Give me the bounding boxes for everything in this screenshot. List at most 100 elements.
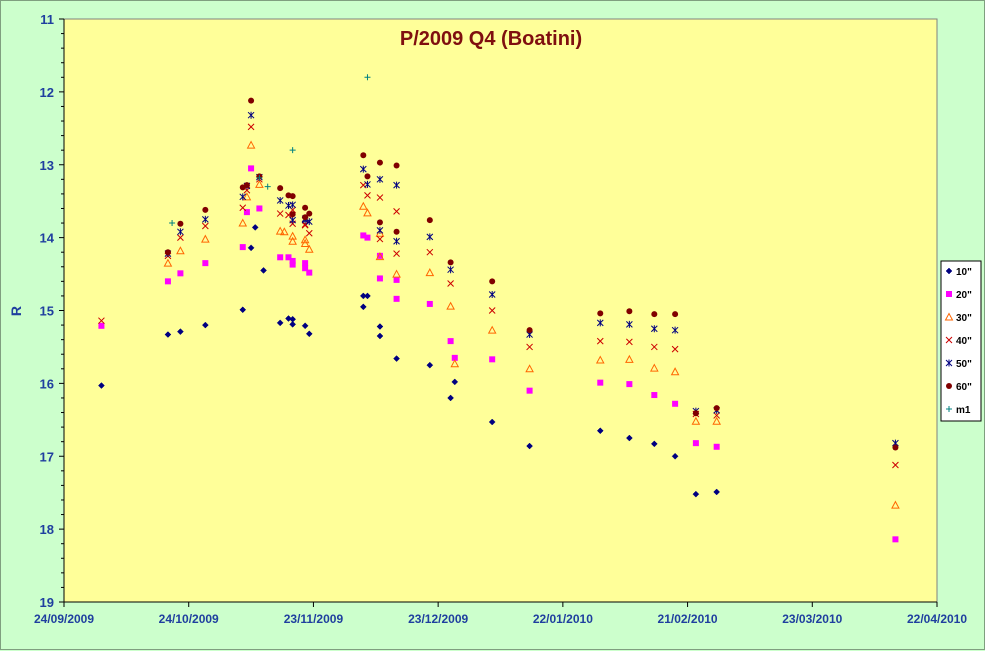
data-point <box>363 208 372 217</box>
data-point <box>393 181 400 189</box>
data-point <box>98 382 105 389</box>
data-point <box>626 320 633 328</box>
data-point <box>289 193 296 200</box>
data-point <box>306 210 313 217</box>
data-point <box>671 345 679 353</box>
x-tick-label: 23/03/2010 <box>782 612 842 626</box>
data-point <box>177 328 184 335</box>
data-point <box>393 162 400 169</box>
data-point <box>393 208 400 215</box>
data-point <box>892 444 899 451</box>
data-point <box>276 196 284 204</box>
data-point <box>393 250 400 258</box>
data-point <box>526 442 533 450</box>
data-point <box>450 359 460 368</box>
data-point <box>177 234 184 241</box>
data-point <box>426 248 434 256</box>
data-point <box>288 236 297 245</box>
data-point <box>248 165 255 172</box>
data-point <box>487 325 497 334</box>
data-point <box>712 416 722 425</box>
x-tick-label: 22/01/2010 <box>533 612 593 626</box>
data-point <box>300 235 310 244</box>
data-point <box>364 234 371 241</box>
data-point <box>289 320 296 328</box>
data-point <box>364 292 371 300</box>
data-point <box>201 321 209 329</box>
data-point <box>285 254 292 261</box>
data-point <box>242 192 252 201</box>
data-point <box>670 367 680 376</box>
data-point <box>302 204 309 211</box>
data-point <box>447 394 454 402</box>
data-point <box>393 228 400 235</box>
x-tick-label: 23/11/2009 <box>284 612 344 626</box>
data-point <box>626 434 633 442</box>
data-point <box>488 307 496 314</box>
series-7 <box>169 74 371 227</box>
data-point <box>596 337 604 345</box>
data-point <box>713 412 721 419</box>
data-point <box>447 280 454 287</box>
legend-label: 10" <box>956 267 972 278</box>
data-point <box>489 278 496 285</box>
legend-label: 40" <box>956 336 972 347</box>
data-point <box>169 220 176 227</box>
data-point <box>713 443 720 450</box>
data-point <box>247 244 255 252</box>
data-point <box>376 226 384 234</box>
data-point <box>376 175 384 183</box>
data-point <box>376 235 384 243</box>
data-point <box>305 218 313 226</box>
data-point <box>891 500 900 509</box>
y-axis-title: R <box>8 306 24 316</box>
data-point <box>626 338 633 346</box>
y-tick-label: 17 <box>40 449 54 464</box>
data-point <box>275 226 285 235</box>
data-point <box>489 356 496 363</box>
data-point <box>164 278 171 285</box>
data-point <box>305 330 313 338</box>
legend-marker <box>945 359 953 367</box>
data-point <box>301 322 309 330</box>
data-point <box>302 214 309 221</box>
data-point <box>651 311 658 318</box>
legend-label: 60" <box>956 382 972 393</box>
data-point <box>625 354 634 363</box>
x-tick-label: 22/04/2010 <box>907 612 967 626</box>
data-point <box>239 244 246 251</box>
data-point <box>447 266 454 274</box>
data-point <box>302 260 309 267</box>
x-tick-label: 23/12/2009 <box>408 612 468 626</box>
series-6 <box>164 97 899 451</box>
data-point <box>446 301 455 310</box>
data-point <box>176 246 185 255</box>
data-point <box>672 311 679 318</box>
x-tick-label: 24/09/2009 <box>34 612 94 626</box>
data-point <box>376 159 383 166</box>
legend-label: 30" <box>956 313 972 324</box>
y-tick-label: 11 <box>40 12 54 27</box>
legend-label: 50" <box>956 359 972 370</box>
data-point <box>425 268 435 277</box>
data-marks <box>98 74 900 543</box>
data-point <box>626 308 633 315</box>
legend-label: m1 <box>956 405 971 416</box>
data-point <box>247 111 255 119</box>
data-point <box>426 300 433 307</box>
y-tick-label: 12 <box>40 85 54 100</box>
data-point <box>526 387 533 394</box>
data-point <box>239 193 247 201</box>
data-point <box>302 265 309 272</box>
data-point <box>376 252 383 259</box>
data-point <box>359 303 367 311</box>
data-point <box>246 140 256 149</box>
data-point <box>626 381 633 388</box>
y-axis-ticks: 11 12 13 14 15 16 17 18 19 <box>40 12 64 610</box>
data-point <box>650 343 658 351</box>
data-point <box>276 210 284 217</box>
data-point <box>892 461 899 469</box>
data-point <box>488 418 496 426</box>
data-point <box>597 310 604 317</box>
